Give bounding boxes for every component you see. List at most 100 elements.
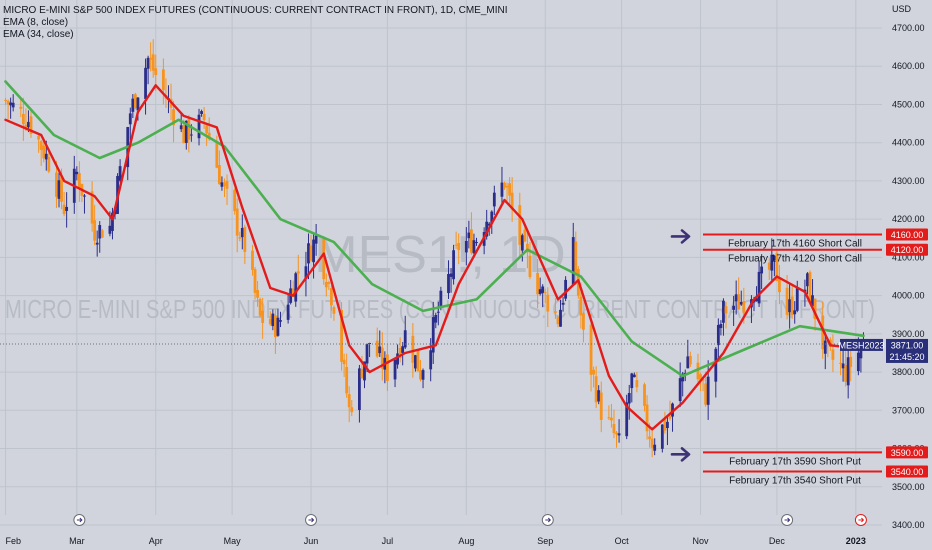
level-price-tag (886, 465, 928, 478)
time-axis-bg (0, 533, 932, 550)
candle-body (490, 211, 494, 224)
candle-body (645, 404, 649, 432)
candle-body (543, 292, 547, 294)
legend-symbol[interactable]: MICRO E-MINI S&P 500 INDEX FUTURES (CONT… (3, 5, 508, 16)
candle-body (485, 221, 489, 237)
candle-body (187, 119, 191, 140)
candle-body (503, 182, 506, 188)
candle-body (785, 287, 789, 315)
candle-body (200, 111, 203, 114)
candle-body (83, 195, 86, 197)
candle-body (90, 191, 94, 224)
candle-body (111, 212, 114, 231)
candle-body (821, 315, 825, 350)
candlestick-series (4, 39, 865, 458)
candle-body (182, 125, 186, 144)
time-tick-label: 2023 (846, 536, 866, 546)
candle-body (414, 355, 417, 369)
price-tick-label: 3400.00 (892, 520, 925, 530)
countdown-text: 21:45:20 (889, 352, 924, 362)
candle-body (151, 54, 155, 71)
candle-body (235, 208, 239, 236)
candle-body (322, 238, 326, 280)
candle-body (467, 232, 471, 239)
candle-body (398, 347, 402, 359)
candle-body (561, 302, 565, 305)
candle-body (630, 373, 634, 389)
candle-body (358, 368, 361, 411)
candle-body (856, 352, 860, 372)
candle-body (704, 383, 708, 405)
candle-body (93, 220, 97, 241)
candle-body (795, 287, 799, 311)
candle-body (823, 340, 827, 354)
level-price-text: 4120.00 (891, 245, 924, 255)
candle-body (419, 370, 422, 380)
candle-body (793, 310, 797, 315)
candle-body (571, 237, 575, 285)
candle-body (589, 324, 593, 375)
candle-body (184, 120, 188, 143)
price-tick-label: 3800.00 (892, 367, 925, 377)
candle-body (416, 349, 420, 372)
candle-body (240, 227, 244, 238)
level-price-text: 3540.00 (891, 467, 924, 477)
candle-body (202, 113, 206, 121)
candle-body (411, 335, 415, 363)
candle-body (309, 245, 313, 261)
candle-body (144, 67, 147, 99)
candle-body (42, 145, 46, 159)
candle-body (133, 94, 137, 109)
candle-body (291, 288, 295, 297)
event-arrow-icon (76, 517, 83, 523)
candle-body (340, 309, 343, 362)
candle-body (324, 281, 328, 288)
legend-ema-slow[interactable]: EMA (34, close) (3, 29, 74, 40)
candle-body (844, 364, 848, 382)
candle-body (436, 311, 440, 313)
candle-body (363, 361, 366, 381)
time-tick-label: Nov (693, 536, 710, 546)
candle-body (724, 306, 728, 314)
candle-body (505, 185, 509, 188)
candle-body (699, 374, 702, 381)
candle-body (457, 242, 461, 251)
candle-body (24, 124, 28, 128)
candle-body (518, 205, 522, 245)
candle-body (470, 229, 473, 253)
time-tick-label: May (224, 536, 242, 546)
candle-body (732, 305, 736, 310)
candle-body (360, 368, 364, 378)
candle-body (19, 106, 23, 109)
candle-body (536, 272, 540, 295)
time-tick-label: Oct (615, 536, 630, 546)
candle-body (223, 182, 226, 187)
candle-body (660, 424, 664, 449)
price-tick-label: 4200.00 (892, 214, 925, 224)
candle-body (701, 379, 705, 381)
last-price-tag (886, 338, 928, 363)
candle-body (846, 357, 850, 386)
candle-body (681, 373, 685, 382)
candle-body (719, 324, 723, 329)
candle-body (251, 250, 254, 270)
candle-body (375, 340, 379, 357)
candle-body (767, 262, 771, 270)
candle-body (632, 374, 636, 378)
candle-body (734, 294, 738, 302)
candle-body (841, 363, 845, 369)
candle-body (788, 299, 792, 313)
candle-body (431, 317, 435, 353)
candle-body (597, 390, 601, 402)
candle-body (755, 298, 758, 302)
legend-ema-fast[interactable]: EMA (8, close) (3, 17, 69, 28)
time-tick-label: Jul (382, 536, 394, 546)
candle-body (541, 286, 545, 294)
candle-body (345, 367, 349, 394)
event-arrow-icon (858, 517, 865, 523)
candle-body (607, 417, 611, 419)
candle-body (770, 254, 774, 271)
price-tick-label: 4100.00 (892, 252, 925, 262)
candle-body (329, 288, 333, 306)
